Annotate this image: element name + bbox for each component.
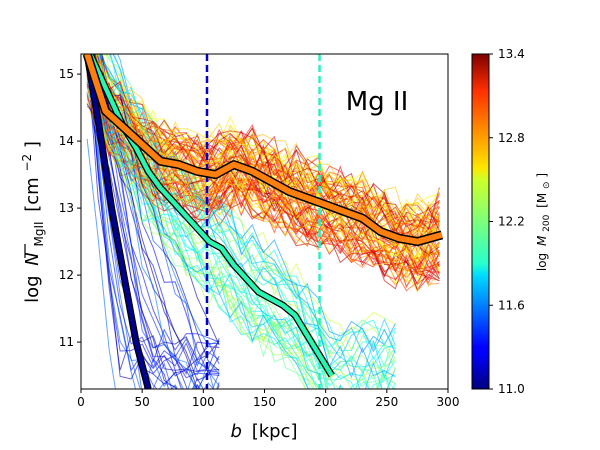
halo-profile-line <box>109 54 220 347</box>
halo-profile-line <box>86 69 396 389</box>
halo-profile-line <box>86 77 323 389</box>
y-tick-label: 14 <box>59 134 74 148</box>
svg-text:log N MgII [: log N MgII [cm −2 ] <box>15 141 48 303</box>
halo-profile-line <box>86 54 220 380</box>
x-tick-label: 300 <box>437 395 460 409</box>
y-axis-label: log N MgII [cm −2 ] <box>15 141 48 303</box>
halo-profile-line <box>86 80 309 389</box>
x-tick-label: 50 <box>135 395 150 409</box>
colorbar: 11.0 11.6 12.2 12.8 13.4 log M 200 [M ⊙ ] <box>471 47 552 396</box>
ion-annotation: Mg II <box>346 87 409 117</box>
colorbar-tick-label: 11.6 <box>498 298 525 312</box>
x-tick-label: 0 <box>77 395 85 409</box>
halo-profile-line <box>99 54 220 375</box>
x-axis: 0 50 100 150 200 250 300 <box>77 389 459 409</box>
halo-profile-line <box>86 101 440 272</box>
halo-profile-line <box>98 54 440 236</box>
colorbar-tick-label: 11.0 <box>498 382 525 396</box>
median-profile-line <box>84 54 151 389</box>
halo-profile-line <box>97 54 440 219</box>
halo-profile-line <box>93 54 220 367</box>
median-profiles <box>82 54 444 389</box>
y-tick-label: 15 <box>59 67 74 81</box>
x-axis-label: b [kpc] <box>231 421 298 442</box>
plot-area: Mg II <box>80 53 449 390</box>
halo-profile-line <box>87 54 220 375</box>
x-tick-label: 100 <box>192 395 215 409</box>
halo-profile-line <box>86 85 323 389</box>
halo-profile-line <box>86 68 440 282</box>
halo-profile-line <box>99 54 396 359</box>
halo-profile-line <box>86 138 116 389</box>
colorbar-tick-label: 12.2 <box>498 215 525 229</box>
halo-profile-line <box>96 54 396 370</box>
halo-profile-line <box>86 93 170 389</box>
halo-profile-line <box>86 78 310 389</box>
halo-profile-line <box>87 54 220 379</box>
y-tick-label: 12 <box>59 268 74 282</box>
halo-profile-line <box>86 81 220 389</box>
halo-profile-line <box>94 54 220 376</box>
halo-profile-line <box>86 73 440 278</box>
x-tick-label: 250 <box>375 395 398 409</box>
halo-profile-line <box>95 54 440 229</box>
colorbar-gradient <box>471 53 490 390</box>
colorbar-tick-label: 12.8 <box>498 131 525 145</box>
halo-profile-line <box>99 54 396 371</box>
halo-profile-line <box>90 54 220 364</box>
colorbar-tick-label: 13.4 <box>498 47 525 61</box>
halo-profile-line <box>87 54 220 371</box>
colorbar-label: log M 200 [M ⊙ ] <box>535 173 552 271</box>
y-tick-label: 13 <box>59 201 74 215</box>
halo-profile-line <box>86 82 314 389</box>
y-tick-label: 11 <box>59 335 74 349</box>
halo-profile-line <box>86 91 137 389</box>
halo-profile-line <box>86 91 306 389</box>
halo-profile-line <box>110 54 396 360</box>
halo-profile-line <box>106 54 396 355</box>
halo-profile-line <box>93 54 440 230</box>
colorbar-ticks: 11.0 11.6 12.2 12.8 13.4 <box>489 47 525 396</box>
svg-text:log M 200: log M 200 [M ⊙ ] <box>535 173 552 271</box>
virial-radius-lines <box>205 54 321 389</box>
y-axis: 11 12 13 14 15 <box>59 67 81 349</box>
halo-profile-line <box>86 85 440 292</box>
median-profile-line <box>84 54 443 245</box>
x-tick-label: 150 <box>253 395 276 409</box>
x-tick-label: 200 <box>314 395 337 409</box>
halo-profile-line <box>87 54 440 249</box>
